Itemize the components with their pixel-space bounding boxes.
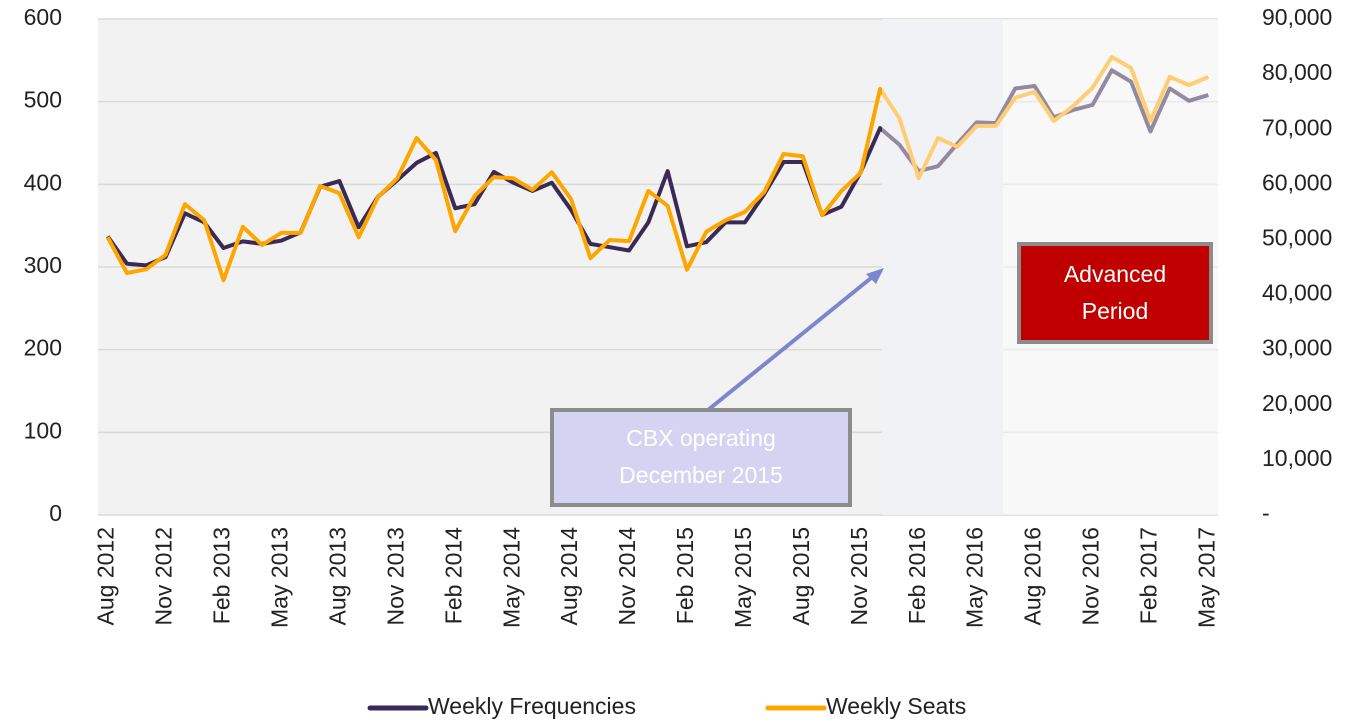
- arrow-head: [866, 268, 884, 284]
- y2-tick-label: 20,000: [1262, 390, 1332, 416]
- y2-tick-label: 50,000: [1262, 225, 1332, 251]
- y-tick-label: 100: [24, 417, 62, 443]
- legend-label: Weekly Frequencies: [428, 693, 636, 719]
- x-tick-label: Aug 2016: [1020, 527, 1046, 625]
- y2-tick-label: 70,000: [1262, 114, 1332, 140]
- annotation-advanced: Advanced Period: [1017, 242, 1213, 344]
- y-tick-label: 600: [24, 4, 62, 30]
- legend-label: Weekly Seats: [826, 693, 966, 719]
- x-tick-label: Nov 2012: [151, 527, 177, 625]
- y-tick-label: 500: [24, 87, 62, 113]
- annotation-cbx: CBX operating December 2015: [550, 268, 884, 507]
- labels: 0 100 200 300 400 500 600 - 10,000 20,000 30,000 40…: [24, 4, 1333, 628]
- x-tick-label: Nov 2015: [846, 527, 872, 625]
- y-tick-label: 400: [24, 169, 62, 195]
- annotation-text: December 2015: [619, 462, 783, 488]
- annotation-text: Period: [1082, 298, 1148, 324]
- y2-tick-label: 90,000: [1262, 4, 1332, 30]
- x-tick-label: Nov 2016: [1078, 527, 1104, 625]
- y2-tick-label: 30,000: [1262, 335, 1332, 361]
- x-tick-label: May 2017: [1193, 527, 1219, 628]
- x-tick-label: Feb 2015: [672, 527, 698, 624]
- y2-tick-label: 10,000: [1262, 445, 1332, 471]
- y2-tick-label: 40,000: [1262, 280, 1332, 306]
- y2-tick-label: 60,000: [1262, 169, 1332, 195]
- x-tick-label: Feb 2014: [440, 527, 466, 624]
- x-tick-label: Feb 2013: [209, 527, 235, 624]
- series-line: [105, 55, 1210, 283]
- x-tick-label: Nov 2013: [382, 527, 408, 625]
- x-tick-label: Aug 2015: [788, 527, 814, 625]
- period-shade: [882, 19, 1003, 515]
- y-tick-label: 200: [24, 335, 62, 361]
- y-tick-label: 300: [24, 252, 62, 278]
- annotation-text: CBX operating: [626, 425, 776, 451]
- y2-tick-label: -: [1262, 500, 1270, 526]
- lines: [105, 55, 1210, 283]
- legend: Weekly Frequencies Weekly Seats: [367, 693, 966, 719]
- x-tick-label: May 2013: [267, 527, 293, 628]
- x-tick-label: Aug 2014: [556, 527, 582, 626]
- x-tick-label: Aug 2012: [93, 527, 119, 625]
- x-tick-label: Nov 2014: [614, 527, 640, 626]
- annotation-text: Advanced: [1064, 261, 1166, 287]
- y2-tick-label: 80,000: [1262, 59, 1332, 85]
- x-tick-label: Feb 2016: [904, 527, 930, 624]
- arrow: [706, 272, 878, 412]
- x-tick-label: Feb 2017: [1135, 527, 1161, 624]
- annotation-box: [550, 408, 852, 507]
- x-tick-label: May 2014: [498, 527, 524, 628]
- annotation-box: [1017, 242, 1213, 344]
- x-tick-label: May 2016: [962, 527, 988, 628]
- y-tick-label: 0: [49, 500, 62, 526]
- x-tick-label: Aug 2013: [324, 527, 350, 625]
- x-tick-label: May 2015: [730, 527, 756, 628]
